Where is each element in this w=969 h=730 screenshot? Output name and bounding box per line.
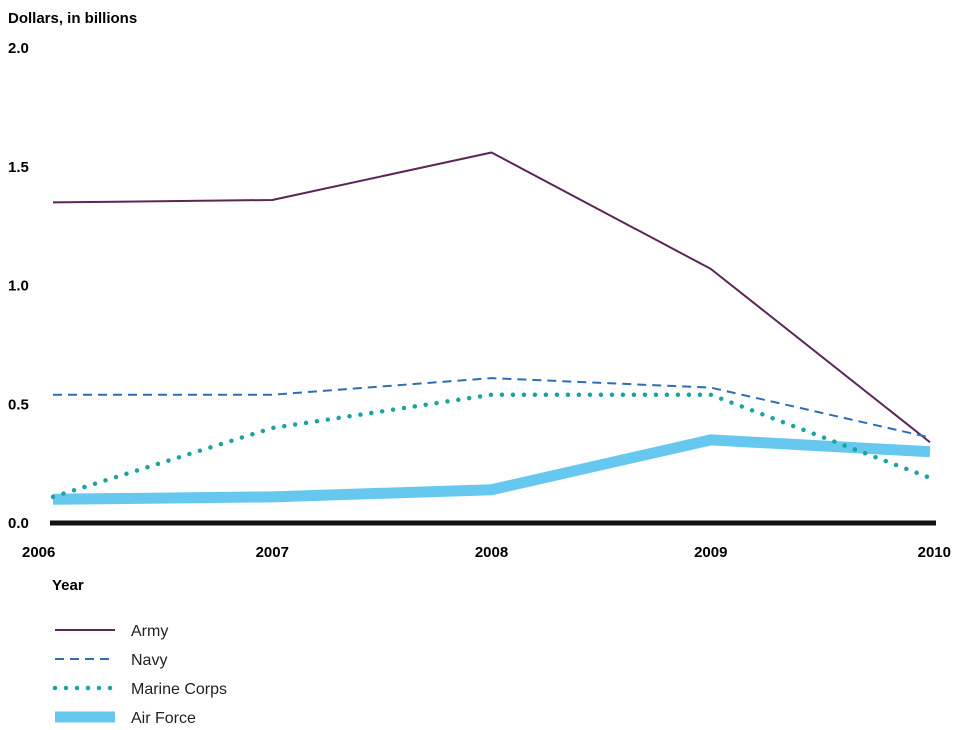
x-axis-label: Year [52, 577, 84, 594]
y-tick-label: 1.5 [8, 159, 29, 176]
x-tick-label: 2008 [475, 544, 508, 561]
x-tick-label: 2007 [256, 544, 289, 561]
legend: Army Navy Marine Corps Air Force [52, 623, 227, 727]
series-line-army [52, 151, 931, 444]
x-tick-labels: 2006 2007 2008 2009 2010 [22, 544, 951, 561]
legend-label: Air Force [131, 710, 196, 727]
y-tick-label: 0.5 [8, 396, 29, 413]
y-axis-label: Dollars, in billions [8, 10, 137, 27]
series-line-marine-corps [50, 392, 933, 500]
x-tick-label: 2010 [918, 544, 951, 561]
y-tick-label: 1.0 [8, 278, 29, 295]
series-lines [50, 151, 933, 505]
legend-label: Marine Corps [131, 681, 227, 698]
legend-label: Navy [131, 652, 167, 669]
legend-label: Army [131, 623, 168, 640]
y-tick-label: 2.0 [8, 40, 29, 57]
x-tick-label: 2006 [22, 544, 55, 561]
series-line-navy [53, 377, 931, 439]
y-tick-labels: 0.0 0.5 1.0 1.5 2.0 [8, 40, 29, 532]
series-line-air-force [52, 434, 931, 505]
x-tick-label: 2009 [694, 544, 727, 561]
y-tick-label: 0.0 [8, 515, 29, 532]
